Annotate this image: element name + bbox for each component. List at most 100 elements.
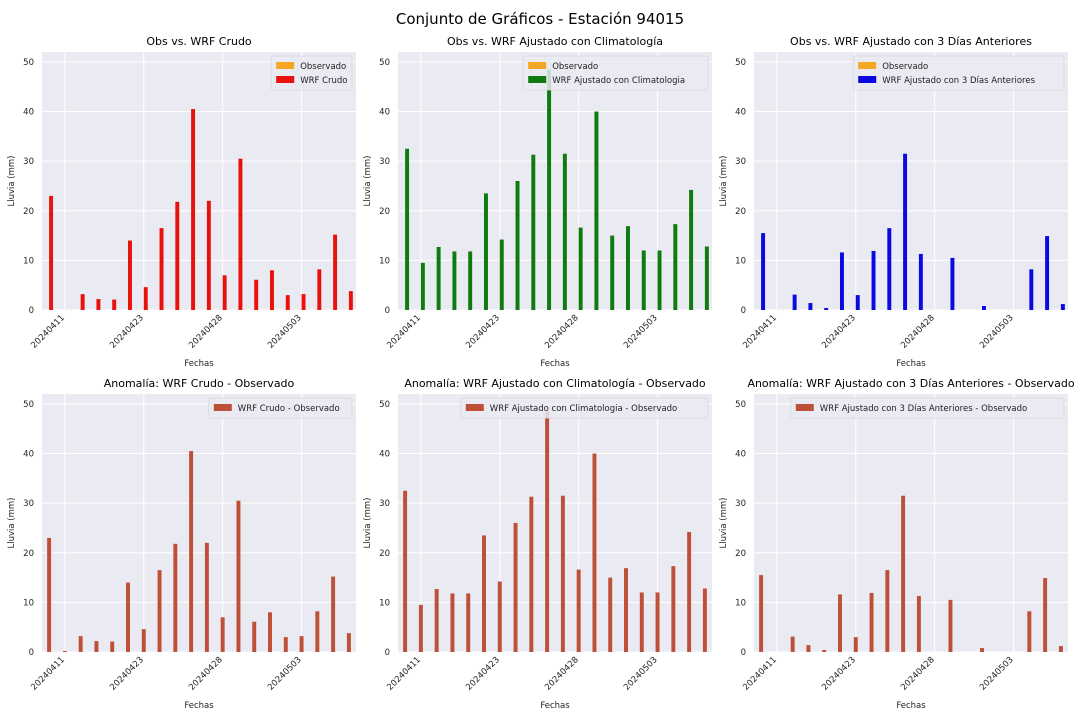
- bar-wrf_crudo-9: [191, 109, 196, 310]
- bar-wrf_crudo-4: [112, 299, 117, 310]
- legend-label: WRF Crudo - Observado: [238, 404, 340, 414]
- bar-wrf_clima-9: [547, 69, 552, 310]
- bar-anomalia-8: [173, 543, 178, 652]
- bar-anomalia-12: [236, 500, 241, 652]
- bar-anomalia-18: [687, 531, 692, 652]
- x-axis-label: Fechas: [896, 701, 926, 711]
- y-tick-label: 40: [379, 450, 390, 460]
- bar-wrf_clima-2: [436, 246, 441, 310]
- bar-wrf_clima-8: [531, 154, 536, 310]
- bar-wrf_3dias-17: [1029, 269, 1034, 310]
- bar-anomalia-17: [1027, 611, 1032, 652]
- x-tick-label: 20240411: [741, 655, 779, 693]
- y-tick-label: 40: [23, 108, 34, 118]
- x-tick-label: 20240503: [978, 655, 1016, 693]
- y-tick-label: 10: [23, 256, 34, 266]
- x-tick-label: 20240423: [464, 313, 502, 351]
- bar-wrf_3dias-3: [808, 303, 813, 310]
- x-tick-label: 20240411: [741, 313, 779, 351]
- x-axis-label: Fechas: [184, 359, 214, 369]
- bar-wrf_crudo-7: [159, 228, 164, 310]
- bar-anomalia-4: [822, 650, 827, 652]
- bar-wrf_crudo-8: [175, 201, 180, 310]
- x-axis-label: Fechas: [896, 359, 926, 369]
- bar-wrf_clima-4: [468, 251, 473, 310]
- chart-title: Obs vs. WRF Ajustado con Climatología: [447, 35, 663, 48]
- y-tick-label: 30: [735, 499, 746, 509]
- y-tick-label: 0: [29, 648, 34, 658]
- y-axis-label: Lluvia (mm): [363, 156, 373, 207]
- legend-box: [790, 397, 1065, 419]
- x-tick-label: 20240411: [29, 313, 67, 351]
- plot-area: [398, 394, 712, 652]
- bar-wrf_crudo-6: [143, 287, 148, 310]
- bar-wrf_clima-18: [689, 189, 694, 310]
- bar-anomalia-17: [671, 566, 676, 652]
- chart-panel-3: 0 10 20 30 40 50 20240411 20240423 20240428 20240…: [719, 35, 1068, 369]
- bar-anomalia-14: [268, 612, 272, 652]
- bar-anomalia-11: [576, 569, 581, 652]
- bar-wrf_crudo-13: [254, 279, 259, 310]
- bar-wrf_clima-7: [515, 181, 520, 310]
- x-tick-label: 20240411: [29, 655, 67, 693]
- legend-swatch: [858, 62, 877, 69]
- y-tick-label: 0: [385, 648, 390, 658]
- bar-anomalia-2: [434, 588, 439, 652]
- legend: Observado WRF Ajustado con 3 Días Anterio…: [852, 55, 1065, 91]
- chart-panel-4: 0 10 20 30 40 50 20240411 20240423 20240428 20240…: [7, 377, 356, 711]
- x-tick-label: 20240411: [385, 313, 423, 351]
- legend-box: [852, 55, 1065, 91]
- chart-title: Anomalía: WRF Ajustado con 3 Días Anteri…: [747, 377, 1074, 390]
- legend-label: WRF Crudo: [300, 76, 347, 86]
- legend-swatch: [795, 404, 814, 411]
- bar-wrf_clima-13: [610, 235, 615, 310]
- bar-wrf_crudo-18: [333, 234, 338, 310]
- y-tick-label: 30: [379, 157, 390, 167]
- bar-wrf_clima-6: [499, 239, 504, 310]
- bar-anomalia-13: [252, 621, 257, 652]
- x-tick-label: 20240503: [266, 655, 304, 693]
- x-tick-label: 20240428: [187, 313, 225, 351]
- y-tick-label: 20: [379, 207, 390, 217]
- x-axis-label: Fechas: [540, 359, 570, 369]
- bar-wrf_clima-19: [704, 246, 709, 310]
- chart-title: Anomalía: WRF Ajustado con Climatología …: [404, 377, 706, 390]
- bar-wrf_clima-14: [626, 226, 630, 310]
- bar-anomalia-6: [497, 581, 502, 652]
- y-tick-label: 20: [735, 207, 746, 217]
- bar-anomalia-7: [513, 523, 518, 652]
- legend: WRF Ajustado con 3 Días Anteriores - Obs…: [790, 397, 1065, 419]
- x-tick-label: 20240428: [187, 655, 225, 693]
- legend: WRF Crudo - Observado: [208, 397, 353, 419]
- legend-label: WRF Ajustado con Climatologia - Observad…: [490, 404, 677, 414]
- plot-area: [398, 52, 712, 310]
- legend-swatch: [465, 404, 484, 411]
- y-tick-label: 40: [735, 108, 746, 118]
- y-tick-label: 10: [735, 256, 746, 266]
- x-tick-label: 20240423: [820, 313, 858, 351]
- legend-label: WRF Ajustado con 3 Días Anteriores: [882, 76, 1035, 86]
- x-tick-label: 20240428: [543, 655, 581, 693]
- y-axis-label: Lluvia (mm): [363, 498, 373, 549]
- x-tick-label: 20240503: [266, 313, 304, 351]
- bar-anomalia-10: [560, 495, 565, 652]
- y-tick-label: 10: [379, 256, 390, 266]
- bar-anomalia-14: [624, 568, 628, 652]
- bar-wrf_3dias-10: [918, 253, 923, 310]
- legend-label: Observado: [552, 62, 598, 72]
- bar-anomalia-4: [466, 593, 471, 652]
- bar-anomalia-1: [418, 604, 423, 652]
- chart-title: Anomalía: WRF Crudo - Observado: [104, 377, 295, 390]
- bar-anomalia-3: [450, 593, 455, 652]
- x-tick-label: 20240411: [385, 655, 423, 693]
- x-axis-label: Fechas: [540, 701, 570, 711]
- plot-area: [42, 394, 356, 652]
- y-tick-label: 20: [23, 207, 34, 217]
- bar-wrf_crudo-3: [96, 299, 101, 310]
- bar-wrf_3dias-18: [1045, 236, 1050, 310]
- chart-panel-1: 0 10 20 30 40 50 20240411 20240423 20240428 20240…: [7, 35, 356, 369]
- legend-swatch: [858, 76, 877, 83]
- bar-anomalia-0: [47, 537, 52, 652]
- chart-panel-2: 0 10 20 30 40 50 20240411 20240423 20240428 20240…: [363, 35, 712, 369]
- plot-area: [754, 52, 1068, 310]
